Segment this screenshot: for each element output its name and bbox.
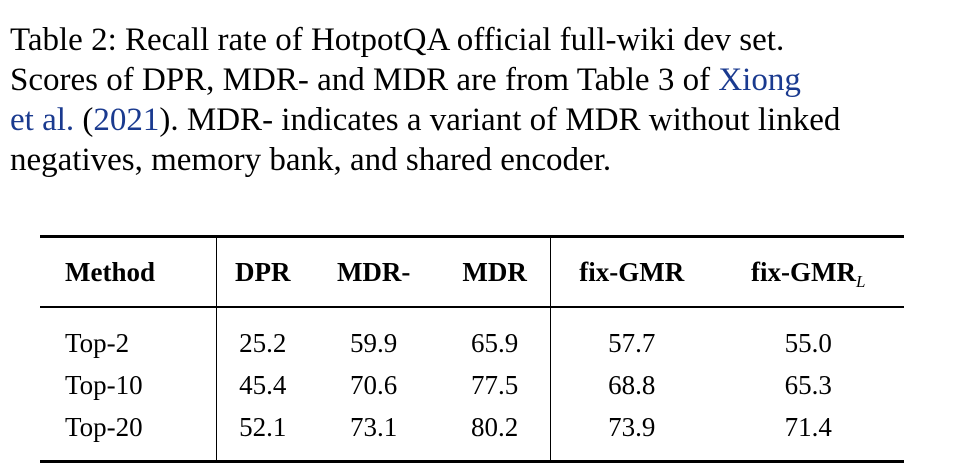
cell-dpr: 25.2 <box>239 327 287 358</box>
table-row: Top-10 45.4 70.6 77.5 68.8 65.3 <box>40 364 904 406</box>
caption-text: Recall rate of HotpotQA official full-wi… <box>124 22 785 58</box>
cell-fix-gmr: 68.8 <box>608 369 656 400</box>
cell-mdr: 77.5 <box>439 364 552 406</box>
caption-line-2: Scores of DPR, MDR- and MDR are from Tab… <box>10 60 950 100</box>
header-fix-gmr: fix-GMR <box>550 236 713 308</box>
cell-fix-gmr: 73.9 <box>608 411 656 442</box>
row-method: Top-10 <box>40 364 218 406</box>
cell-dpr: 52.1 <box>239 411 287 442</box>
paren-open: ( <box>82 102 94 138</box>
table-row: Top-2 25.2 59.9 65.9 57.7 55.0 <box>40 307 904 364</box>
caption-text: Scores of DPR, MDR- and MDR are from Tab… <box>10 62 711 98</box>
cell-mdr: 65.9 <box>439 307 552 364</box>
cell-mdr-minus: 73.1 <box>350 411 398 442</box>
table-row: Top-20 52.1 73.1 80.2 73.9 71.4 <box>40 406 904 462</box>
header-mdr-minus: MDR- <box>308 236 440 308</box>
citation-link[interactable]: Xiong <box>718 62 801 98</box>
cell-fix-gmr: 57.7 <box>608 327 656 358</box>
cell-fix-gmr-l: 65.3 <box>784 369 832 400</box>
header-row: Method DPR MDR- MDR fix-GMR fix-GMRL <box>40 236 904 308</box>
row-method: Top-20 <box>40 406 218 462</box>
citation-link[interactable]: et al. <box>10 102 75 138</box>
caption-line-1: Table 2: Recall rate of HotpotQA officia… <box>10 20 950 60</box>
cell-mdr-minus: 59.9 <box>350 327 398 358</box>
results-table: Method DPR MDR- MDR fix-GMR fix-GMRL Top… <box>40 235 904 463</box>
header-fix-gmr-l-text: fix-GMR <box>750 256 856 287</box>
header-method: Method <box>40 236 218 308</box>
caption-text: ). MDR- indicates a variant of MDR witho… <box>159 102 841 138</box>
cell-mdr: 80.2 <box>439 406 552 462</box>
citation-year-link[interactable]: 2021 <box>93 102 160 138</box>
header-mdr: MDR <box>439 236 552 308</box>
header-subscript: L <box>855 271 866 291</box>
caption-line-3: et al. (2021). MDR- indicates a variant … <box>10 100 950 140</box>
cell-fix-gmr-l: 55.0 <box>784 327 832 358</box>
caption-line-4: negatives, memory bank, and shared encod… <box>10 140 950 180</box>
table-caption: Table 2: Recall rate of HotpotQA officia… <box>10 20 950 180</box>
header-dpr: DPR <box>216 236 309 308</box>
cell-fix-gmr-l: 71.4 <box>784 411 832 442</box>
caption-text: negatives, memory bank, and shared encod… <box>10 142 612 178</box>
row-method: Top-2 <box>40 307 218 364</box>
caption-label: Table 2: <box>10 22 117 58</box>
header-fix-gmr-l: fix-GMRL <box>712 236 904 308</box>
cell-dpr: 45.4 <box>239 369 287 400</box>
results-table-container: Method DPR MDR- MDR fix-GMR fix-GMRL Top… <box>40 235 904 463</box>
cell-mdr-minus: 70.6 <box>350 369 398 400</box>
